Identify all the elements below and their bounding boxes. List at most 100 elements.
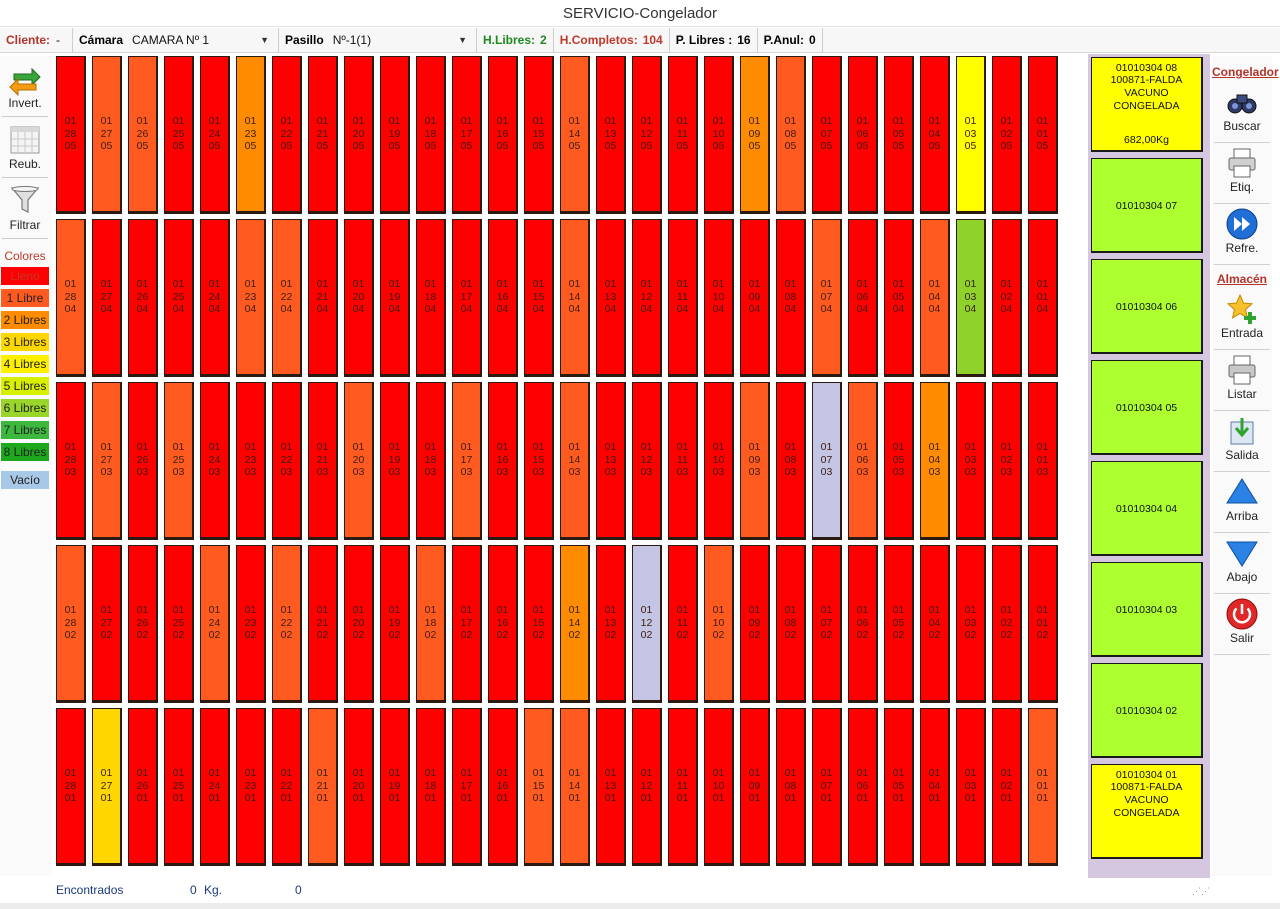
storage-cell[interactable]: 01 19 05 — [380, 56, 410, 214]
storage-cell[interactable]: 01 12 02 — [632, 545, 662, 703]
storage-cell[interactable]: 01 09 01 — [740, 708, 770, 866]
buscar-button[interactable]: Buscar — [1212, 82, 1272, 142]
storage-cell[interactable]: 01 23 01 — [236, 708, 266, 866]
storage-cell[interactable]: 01 01 01 — [1028, 708, 1058, 866]
storage-cell[interactable]: 01 08 02 — [776, 545, 806, 703]
storage-cell[interactable]: 01 27 03 — [92, 382, 122, 540]
storage-cell[interactable]: 01 08 04 — [776, 219, 806, 377]
storage-cell[interactable]: 01 19 03 — [380, 382, 410, 540]
storage-cell[interactable]: 01 15 03 — [524, 382, 554, 540]
storage-cell[interactable]: 01 20 04 — [344, 219, 374, 377]
storage-cell[interactable]: 01 01 04 — [1028, 219, 1058, 377]
storage-cell[interactable]: 01 28 02 — [56, 545, 86, 703]
storage-cell[interactable]: 01 05 02 — [884, 545, 914, 703]
storage-cell[interactable]: 01 10 05 — [704, 56, 734, 214]
storage-cell[interactable]: 01 15 02 — [524, 545, 554, 703]
storage-cell[interactable]: 01 12 05 — [632, 56, 662, 214]
pasillo-select[interactable]: Nº-1(1) ▼ — [330, 31, 470, 49]
storage-cell[interactable]: 01 05 05 — [884, 56, 914, 214]
abajo-button[interactable]: Abajo — [1212, 533, 1272, 593]
refre-button[interactable]: Refre. — [1212, 204, 1272, 264]
storage-cell[interactable]: 01 14 04 — [560, 219, 590, 377]
storage-cell[interactable]: 01 07 04 — [812, 219, 842, 377]
storage-cell[interactable]: 01 16 05 — [488, 56, 518, 214]
storage-cell[interactable]: 01 12 03 — [632, 382, 662, 540]
storage-cell[interactable]: 01 23 02 — [236, 545, 266, 703]
storage-cell[interactable]: 01 24 03 — [200, 382, 230, 540]
storage-cell[interactable]: 01 16 01 — [488, 708, 518, 866]
listar-button[interactable]: Listar — [1212, 350, 1272, 410]
storage-cell[interactable]: 01 27 02 — [92, 545, 122, 703]
storage-cell[interactable]: 01 21 03 — [308, 382, 338, 540]
storage-cell[interactable]: 01 11 03 — [668, 382, 698, 540]
position-box[interactable]: 01010304 05 — [1091, 360, 1203, 455]
storage-cell[interactable]: 01 02 02 — [992, 545, 1022, 703]
storage-cell[interactable]: 01 14 03 — [560, 382, 590, 540]
storage-cell[interactable]: 01 04 05 — [920, 56, 950, 214]
arriba-button[interactable]: Arriba — [1212, 472, 1272, 532]
storage-cell[interactable]: 01 18 04 — [416, 219, 446, 377]
storage-cell[interactable]: 01 06 03 — [848, 382, 878, 540]
storage-cell[interactable]: 01 06 05 — [848, 56, 878, 214]
storage-cell[interactable]: 01 18 01 — [416, 708, 446, 866]
storage-cell[interactable]: 01 28 01 — [56, 708, 86, 866]
storage-cell[interactable]: 01 17 03 — [452, 382, 482, 540]
chevron-down-icon[interactable]: ▼ — [260, 35, 269, 45]
storage-cell[interactable]: 01 21 02 — [308, 545, 338, 703]
invert-button[interactable]: Invert. — [0, 56, 50, 116]
storage-cell[interactable]: 01 20 01 — [344, 708, 374, 866]
storage-cell[interactable]: 01 15 01 — [524, 708, 554, 866]
storage-cell[interactable]: 01 20 03 — [344, 382, 374, 540]
storage-cell[interactable]: 01 11 02 — [668, 545, 698, 703]
storage-cell[interactable]: 01 06 02 — [848, 545, 878, 703]
storage-cell[interactable]: 01 14 02 — [560, 545, 590, 703]
filtrar-button[interactable]: Filtrar — [0, 178, 50, 238]
resize-grip-icon[interactable]: ⋰⋰ — [1192, 886, 1210, 897]
storage-cell[interactable]: 01 14 05 — [560, 56, 590, 214]
storage-cell[interactable]: 01 23 05 — [236, 56, 266, 214]
storage-cell[interactable]: 01 01 03 — [1028, 382, 1058, 540]
storage-cell[interactable]: 01 19 01 — [380, 708, 410, 866]
entrada-button[interactable]: Entrada — [1212, 289, 1272, 349]
storage-cell[interactable]: 01 02 03 — [992, 382, 1022, 540]
storage-cell[interactable]: 01 17 02 — [452, 545, 482, 703]
storage-cell[interactable]: 01 23 03 — [236, 382, 266, 540]
storage-cell[interactable]: 01 28 03 — [56, 382, 86, 540]
storage-cell[interactable]: 01 27 04 — [92, 219, 122, 377]
cliente-value[interactable]: - — [56, 33, 60, 47]
storage-cell[interactable]: 01 15 05 — [524, 56, 554, 214]
storage-cell[interactable]: 01 25 05 — [164, 56, 194, 214]
storage-cell[interactable]: 01 05 01 — [884, 708, 914, 866]
storage-cell[interactable]: 01 19 02 — [380, 545, 410, 703]
storage-cell[interactable]: 01 20 02 — [344, 545, 374, 703]
storage-cell[interactable]: 01 24 02 — [200, 545, 230, 703]
salir-button[interactable]: Salir — [1212, 594, 1272, 654]
position-box[interactable]: 01010304 06 — [1091, 259, 1203, 354]
storage-cell[interactable]: 01 05 04 — [884, 219, 914, 377]
storage-cell[interactable]: 01 23 04 — [236, 219, 266, 377]
storage-cell[interactable]: 01 07 02 — [812, 545, 842, 703]
storage-cell[interactable]: 01 25 04 — [164, 219, 194, 377]
storage-cell[interactable]: 01 25 03 — [164, 382, 194, 540]
storage-cell[interactable]: 01 10 04 — [704, 219, 734, 377]
storage-cell[interactable]: 01 10 01 — [704, 708, 734, 866]
storage-cell[interactable]: 01 07 03 — [812, 382, 842, 540]
storage-cell[interactable]: 01 08 01 — [776, 708, 806, 866]
storage-cell[interactable]: 01 16 04 — [488, 219, 518, 377]
storage-cell[interactable]: 01 13 05 — [596, 56, 626, 214]
storage-cell[interactable]: 01 26 05 — [128, 56, 158, 214]
storage-cell[interactable]: 01 02 04 — [992, 219, 1022, 377]
storage-cell[interactable]: 01 17 01 — [452, 708, 482, 866]
storage-cell[interactable]: 01 04 01 — [920, 708, 950, 866]
storage-cell[interactable]: 01 22 05 — [272, 56, 302, 214]
storage-cell[interactable]: 01 07 01 — [812, 708, 842, 866]
storage-cell[interactable]: 01 18 03 — [416, 382, 446, 540]
storage-cell[interactable]: 01 01 05 — [1028, 56, 1058, 214]
storage-cell[interactable]: 01 24 01 — [200, 708, 230, 866]
storage-cell[interactable]: 01 26 04 — [128, 219, 158, 377]
storage-cell[interactable]: 01 26 01 — [128, 708, 158, 866]
etiq-button[interactable]: Etiq. — [1212, 143, 1272, 203]
chevron-down-icon[interactable]: ▼ — [458, 35, 467, 45]
storage-cell[interactable]: 01 14 01 — [560, 708, 590, 866]
storage-cell[interactable]: 01 11 01 — [668, 708, 698, 866]
